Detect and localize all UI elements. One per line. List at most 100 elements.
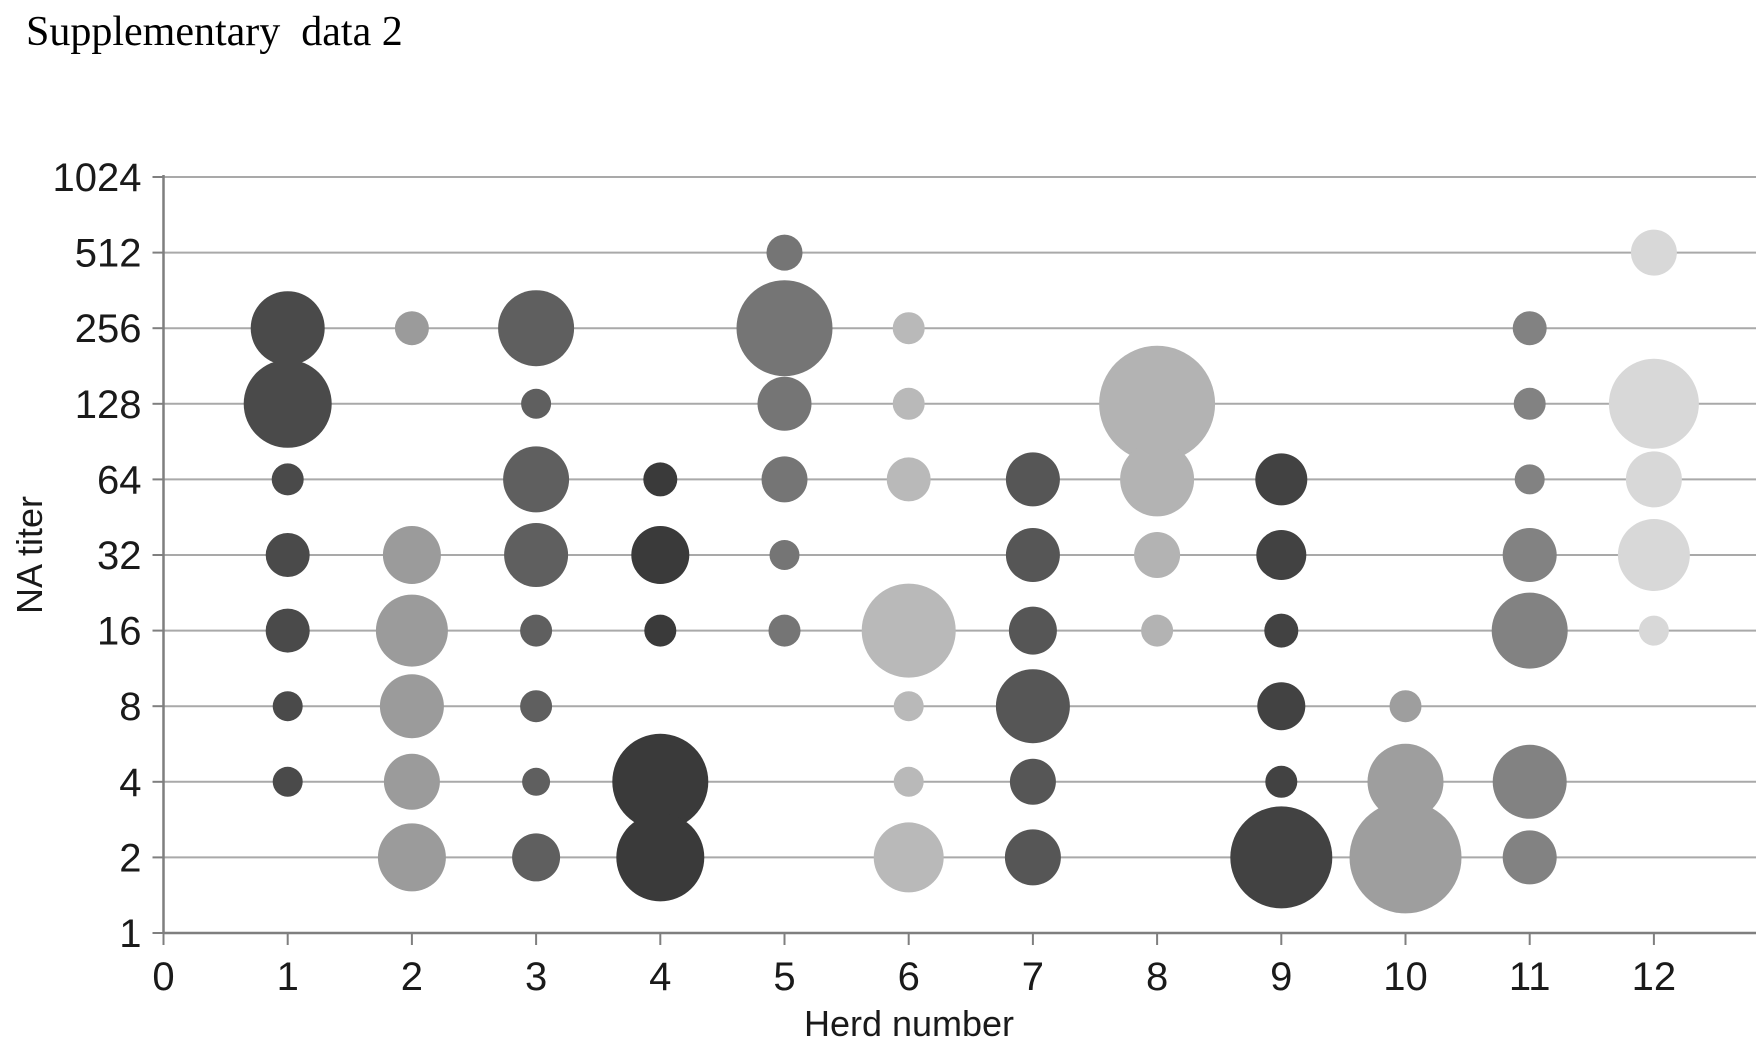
bubble-herd6-titer8 bbox=[893, 691, 924, 722]
bubble-herd12-titer128 bbox=[1608, 358, 1699, 449]
x-tick-label-8: 8 bbox=[1146, 955, 1168, 999]
bubble-herd2-titer32 bbox=[382, 526, 441, 584]
bubble-herd7-titer2 bbox=[1004, 829, 1061, 886]
axes bbox=[152, 175, 1756, 945]
y-tick-label-8: 8 bbox=[119, 685, 141, 729]
bubble-herd4-titer16 bbox=[644, 614, 677, 647]
bubble-herd1-titer4 bbox=[272, 766, 303, 797]
bubble-herd3-titer8 bbox=[520, 690, 553, 723]
y-tick-label-1: 1 bbox=[119, 912, 141, 956]
bubble-herd11-titer64 bbox=[1514, 464, 1545, 495]
y-tick-label-16: 16 bbox=[97, 610, 142, 654]
bubble-herd5-titer256 bbox=[736, 280, 833, 377]
y-tick-label-128: 128 bbox=[75, 383, 142, 427]
bubble-herd5-titer16 bbox=[768, 614, 801, 647]
x-tick-label-1: 1 bbox=[277, 955, 299, 999]
x-tick-label-3: 3 bbox=[525, 955, 547, 999]
figure-title: Supplementary data 2 bbox=[26, 9, 403, 55]
bubble-herd1-titer256 bbox=[250, 291, 325, 366]
bubble-herd5-titer32 bbox=[769, 540, 800, 570]
bubble-herd11-titer256 bbox=[1512, 311, 1547, 346]
bubble-herd4-titer64 bbox=[643, 462, 678, 497]
bubble-herd6-titer64 bbox=[886, 457, 931, 502]
bubble-herd11-titer4 bbox=[1492, 744, 1567, 819]
x-axis-title: Herd number bbox=[804, 1003, 1014, 1044]
x-tick-label-12: 12 bbox=[1632, 955, 1677, 999]
bubble-herd5-titer128 bbox=[757, 376, 812, 431]
bubble-herd9-titer4 bbox=[1265, 765, 1298, 798]
y-tick-label-64: 64 bbox=[97, 458, 142, 502]
bubble-herd1-titer64 bbox=[271, 463, 304, 496]
bubble-herd4-titer2 bbox=[616, 813, 705, 902]
bubble-herd2-titer8 bbox=[379, 674, 444, 739]
bubble-herd8-titer128 bbox=[1099, 345, 1216, 462]
bubble-herd12-titer512 bbox=[1630, 229, 1677, 276]
bubble-herd6-titer16 bbox=[861, 583, 956, 678]
x-tick-label-6: 6 bbox=[898, 955, 920, 999]
bubble-herd2-titer256 bbox=[394, 311, 429, 346]
bubble-herd3-titer256 bbox=[498, 290, 575, 367]
bubble-herd11-titer16 bbox=[1491, 592, 1568, 669]
bubble-herd9-titer2 bbox=[1230, 806, 1333, 909]
bubble-herd5-titer512 bbox=[766, 234, 803, 271]
bubble-herd9-titer64 bbox=[1255, 453, 1308, 506]
x-tick-label-10: 10 bbox=[1383, 955, 1428, 999]
bubble-herd3-titer64 bbox=[503, 446, 570, 513]
bubble-herd9-titer8 bbox=[1257, 682, 1306, 731]
bubble-herd3-titer128 bbox=[521, 388, 552, 419]
bubbles bbox=[243, 229, 1699, 914]
x-tick-label-2: 2 bbox=[401, 955, 423, 999]
bubble-herd2-titer16 bbox=[375, 594, 448, 667]
bubble-herd6-titer256 bbox=[892, 312, 925, 345]
bubble-herd7-titer64 bbox=[1005, 452, 1060, 507]
x-tick-label-5: 5 bbox=[773, 955, 795, 999]
bubble-herd2-titer2 bbox=[377, 823, 446, 892]
bubble-herd10-titer2 bbox=[1349, 801, 1462, 914]
bubble-herd12-titer16 bbox=[1638, 615, 1669, 646]
bubble-herd7-titer32 bbox=[1005, 528, 1060, 582]
x-tick-label-0: 0 bbox=[152, 955, 174, 999]
x-tick-label-4: 4 bbox=[649, 955, 671, 999]
y-tick-label-512: 512 bbox=[75, 232, 142, 276]
bubble-herd6-titer128 bbox=[892, 387, 925, 420]
bubble-herd10-titer4 bbox=[1367, 743, 1444, 820]
bubble-herd8-titer16 bbox=[1141, 614, 1174, 647]
bubble-herd11-titer32 bbox=[1502, 528, 1557, 582]
bubble-herd11-titer2 bbox=[1502, 830, 1557, 885]
bubble-herd4-titer32 bbox=[631, 526, 690, 584]
bubble-herd11-titer128 bbox=[1513, 387, 1546, 420]
bubble-herd9-titer16 bbox=[1264, 613, 1299, 648]
bubble-herd1-titer32 bbox=[265, 533, 310, 577]
bubble-herd7-titer4 bbox=[1009, 758, 1056, 805]
y-tick-label-4: 4 bbox=[119, 761, 141, 805]
x-tick-label-9: 9 bbox=[1270, 955, 1292, 999]
y-tick-label-1024: 1024 bbox=[53, 156, 142, 200]
bubble-herd1-titer16 bbox=[265, 608, 310, 653]
bubble-herd12-titer32 bbox=[1617, 519, 1690, 591]
bubble-herd9-titer32 bbox=[1256, 530, 1307, 580]
bubble-herd8-titer32 bbox=[1134, 532, 1181, 578]
x-tick-label-11: 11 bbox=[1509, 955, 1551, 999]
bubble-herd5-titer64 bbox=[761, 456, 808, 503]
bubble-herd6-titer4 bbox=[893, 766, 924, 797]
y-tick-label-32: 32 bbox=[97, 534, 142, 578]
bubble-herd8-titer64 bbox=[1120, 442, 1195, 517]
bubble-herd10-titer8 bbox=[1389, 690, 1422, 723]
x-tick-label-7: 7 bbox=[1022, 955, 1044, 999]
bubble-herd7-titer16 bbox=[1008, 606, 1057, 655]
bubble-herd3-titer16 bbox=[520, 614, 553, 647]
bubble-herd4-titer4 bbox=[612, 733, 709, 830]
bubble-herd3-titer4 bbox=[522, 767, 551, 796]
y-axis-title: NA titer bbox=[9, 496, 50, 614]
bubble-herd3-titer2 bbox=[512, 833, 561, 882]
bubble-herd2-titer4 bbox=[383, 753, 440, 810]
bubble-herd6-titer2 bbox=[873, 822, 944, 893]
bubble-herd1-titer8 bbox=[272, 691, 303, 722]
bubble-herd12-titer64 bbox=[1625, 451, 1682, 508]
bubble-herd3-titer32 bbox=[504, 523, 569, 587]
bubble-herd7-titer8 bbox=[995, 669, 1070, 744]
y-tick-label-2: 2 bbox=[119, 836, 141, 880]
